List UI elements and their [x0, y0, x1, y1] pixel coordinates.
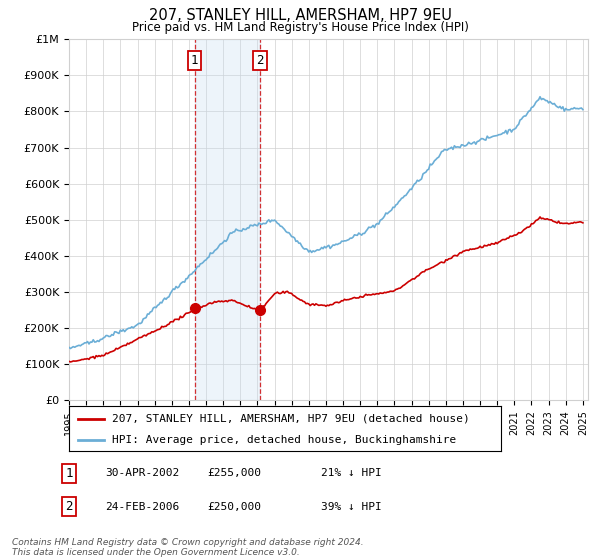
Text: HPI: Average price, detached house, Buckinghamshire: HPI: Average price, detached house, Buck…: [112, 435, 457, 445]
Text: Contains HM Land Registry data © Crown copyright and database right 2024.
This d: Contains HM Land Registry data © Crown c…: [12, 538, 364, 557]
Text: 21% ↓ HPI: 21% ↓ HPI: [321, 468, 382, 478]
Text: 24-FEB-2006: 24-FEB-2006: [105, 502, 179, 512]
Bar: [194, 39, 260, 400]
Text: 207, STANLEY HILL, AMERSHAM, HP7 9EU: 207, STANLEY HILL, AMERSHAM, HP7 9EU: [149, 8, 451, 24]
Text: 207, STANLEY HILL, AMERSHAM, HP7 9EU (detached house): 207, STANLEY HILL, AMERSHAM, HP7 9EU (de…: [112, 413, 470, 423]
Text: £255,000: £255,000: [207, 468, 261, 478]
Text: 1: 1: [65, 466, 73, 480]
Text: 30-APR-2002: 30-APR-2002: [105, 468, 179, 478]
Text: £250,000: £250,000: [207, 502, 261, 512]
Text: 2: 2: [65, 500, 73, 514]
Text: 1: 1: [191, 54, 199, 67]
Text: Price paid vs. HM Land Registry's House Price Index (HPI): Price paid vs. HM Land Registry's House …: [131, 21, 469, 34]
Text: 2: 2: [256, 54, 264, 67]
Text: 39% ↓ HPI: 39% ↓ HPI: [321, 502, 382, 512]
